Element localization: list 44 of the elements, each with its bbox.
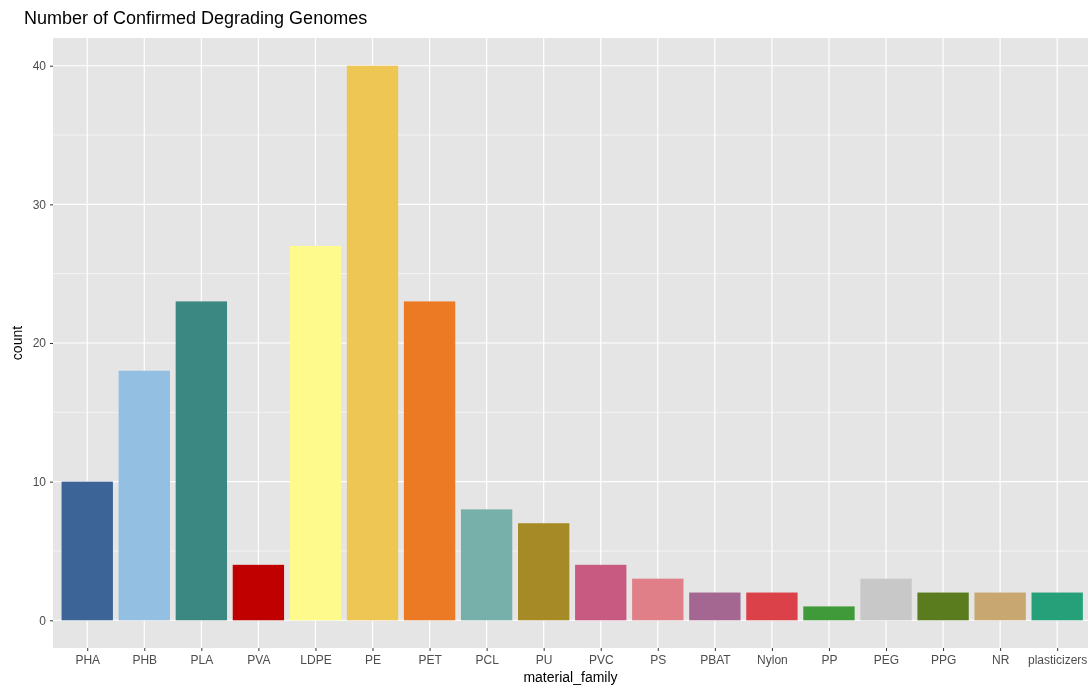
bar — [118, 370, 170, 621]
y-tick-label: 20 — [32, 336, 47, 351]
bar — [61, 481, 113, 621]
bar — [518, 523, 570, 621]
y-tick-label: 10 — [32, 474, 47, 489]
x-tick-label: PCL — [475, 652, 500, 667]
x-tick-label: PU — [535, 652, 553, 667]
x-tick-label: plasticizers — [1028, 652, 1088, 667]
bar — [403, 301, 456, 621]
x-tick-label: LDPE — [300, 652, 332, 667]
bar — [346, 65, 399, 621]
bar — [289, 245, 342, 621]
x-tick-label: PLA — [190, 652, 214, 667]
x-tick-label: PP — [821, 652, 838, 667]
bar — [860, 578, 912, 621]
x-tick-label: PVC — [588, 652, 614, 667]
x-tick-label: PBAT — [700, 652, 732, 667]
x-tick-label: PHA — [75, 652, 101, 667]
x-tick-label: Nylon — [757, 652, 788, 667]
x-tick-label: PE — [365, 652, 382, 667]
x-tick-label: PET — [418, 652, 443, 667]
x-tick-label: PEG — [873, 652, 900, 667]
bar — [803, 606, 855, 621]
chart-title: Number of Confirmed Degrading Genomes — [24, 8, 368, 28]
x-tick-label: PVA — [247, 652, 271, 667]
x-tick-label: NR — [991, 652, 1010, 667]
bar — [917, 592, 969, 621]
y-axis-title: count — [9, 325, 25, 361]
bar — [1031, 592, 1083, 621]
y-tick-label: 30 — [32, 197, 47, 212]
bar — [746, 592, 798, 621]
bar — [689, 592, 741, 621]
y-tick-label: 40 — [32, 59, 47, 74]
y-tick-label: 0 — [39, 613, 47, 628]
x-tick-label: PHB — [132, 652, 158, 667]
x-tick-label: PPG — [930, 652, 957, 667]
bar — [232, 564, 285, 621]
bar — [632, 578, 684, 621]
bar — [175, 301, 228, 621]
x-axis-title: material_family — [523, 669, 618, 685]
bar — [974, 592, 1026, 621]
bar — [460, 509, 513, 621]
bar — [575, 564, 627, 621]
x-tick-label: PS — [650, 652, 667, 667]
